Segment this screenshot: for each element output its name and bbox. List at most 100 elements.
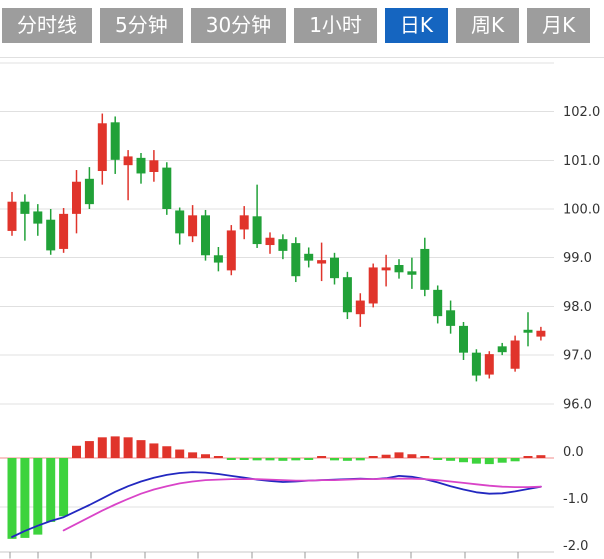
macd-bar [446,458,456,461]
macd-bar [84,441,94,458]
candle-body [7,201,17,231]
candle-body [536,330,546,337]
candle-body [471,352,481,376]
macd-bar [278,458,288,461]
candle-body [59,213,69,249]
grid [0,57,604,559]
tab-daily-k[interactable]: 日K [384,8,449,43]
tab-time-line[interactable]: 分时线 [2,8,92,43]
macd-bar [59,458,69,517]
candle-body [355,300,365,315]
macd-bar [226,458,236,460]
tab-weekly-k[interactable]: 周K [456,8,520,43]
candle-body [175,210,185,234]
macd-bar [213,456,223,458]
candle-body [201,215,210,256]
candle-body [162,167,172,209]
candle-body [213,255,223,263]
macd-bar [72,445,81,458]
candle-body [291,243,301,277]
candle-body [72,181,81,214]
candle-body [252,216,262,245]
candle-body [46,219,56,251]
candle-body [97,123,107,172]
candle-body [278,239,288,251]
macd-bar [46,458,56,522]
macd-axis-label: 0.0 [563,445,584,460]
price-axis-label: 99.0 [563,251,592,266]
candle-body [420,248,430,290]
dea-line [62,477,542,532]
macd-lines [11,471,542,538]
macd-bar [433,458,443,460]
macd-axis-label: -2.0 [563,539,588,554]
period-tab-bar: 分时线 5分钟 30分钟 1小时 日K 周K 月K [2,8,591,43]
dif-line [11,471,542,538]
macd-bar [368,456,378,458]
candle-body [226,230,236,271]
macd-bar [523,456,533,458]
candle-body [330,257,339,279]
candle-body [239,215,249,230]
macd-bar [33,458,43,535]
axis-labels: 102.0 101.0 100.0 99.0 98.0 97.0 96.0 0.0 -1.0 -2… [563,105,600,554]
price-axis-label: 96.0 [563,397,592,412]
macd-bar [239,458,249,460]
macd-bar [484,458,494,465]
macd-bar [252,458,262,461]
price-axis-label: 101.0 [563,154,600,169]
candle-body [136,157,146,174]
candle-body [497,346,507,353]
tab-5min[interactable]: 5分钟 [100,8,183,43]
candle-body [149,160,159,172]
candle-body [394,265,404,273]
macd-bar [471,458,481,464]
candle-body [368,267,378,304]
macd-bar [317,456,327,458]
price-axis-label: 102.0 [563,105,600,120]
macd-bar [136,440,146,458]
macd-bar [188,452,198,458]
tab-1hour[interactable]: 1小时 [294,8,377,43]
macd-bar [123,437,133,458]
candle-body [484,354,494,375]
price-axis-label: 100.0 [563,203,600,218]
tab-30min[interactable]: 30分钟 [190,8,287,43]
candle-body [510,340,520,369]
tab-monthly-k[interactable]: 月K [527,8,591,43]
candle-body [446,310,456,326]
price-axis-label: 97.0 [563,349,592,364]
macd-bar [162,446,172,458]
candle-body [188,215,198,237]
candle-body [110,122,120,160]
macd-bar [7,458,17,539]
candle-body [381,267,391,271]
macd-bar [394,452,404,458]
candle-body [20,201,30,214]
macd-bar [536,455,546,458]
candle-body [523,329,533,333]
macd-bar [355,458,365,461]
macd-bar [291,458,301,461]
candle-body [84,178,94,205]
macd-bar [201,454,210,458]
macd-histogram [7,436,546,539]
macd-bar [381,454,391,458]
candle-body [304,253,314,261]
macd-bar [459,458,468,463]
candle-body [459,325,468,353]
candle-body [265,237,275,246]
candle-body [433,289,443,317]
macd-axis-label: -1.0 [563,492,588,507]
macd-bar [97,437,107,458]
candle-body [317,260,327,264]
macd-bar [420,456,430,458]
macd-bar [407,454,417,458]
macd-bar [149,443,159,458]
candlestick-series [7,113,546,382]
macd-bar [304,458,314,460]
price-axis-label: 98.0 [563,300,592,315]
macd-bar [497,458,507,463]
